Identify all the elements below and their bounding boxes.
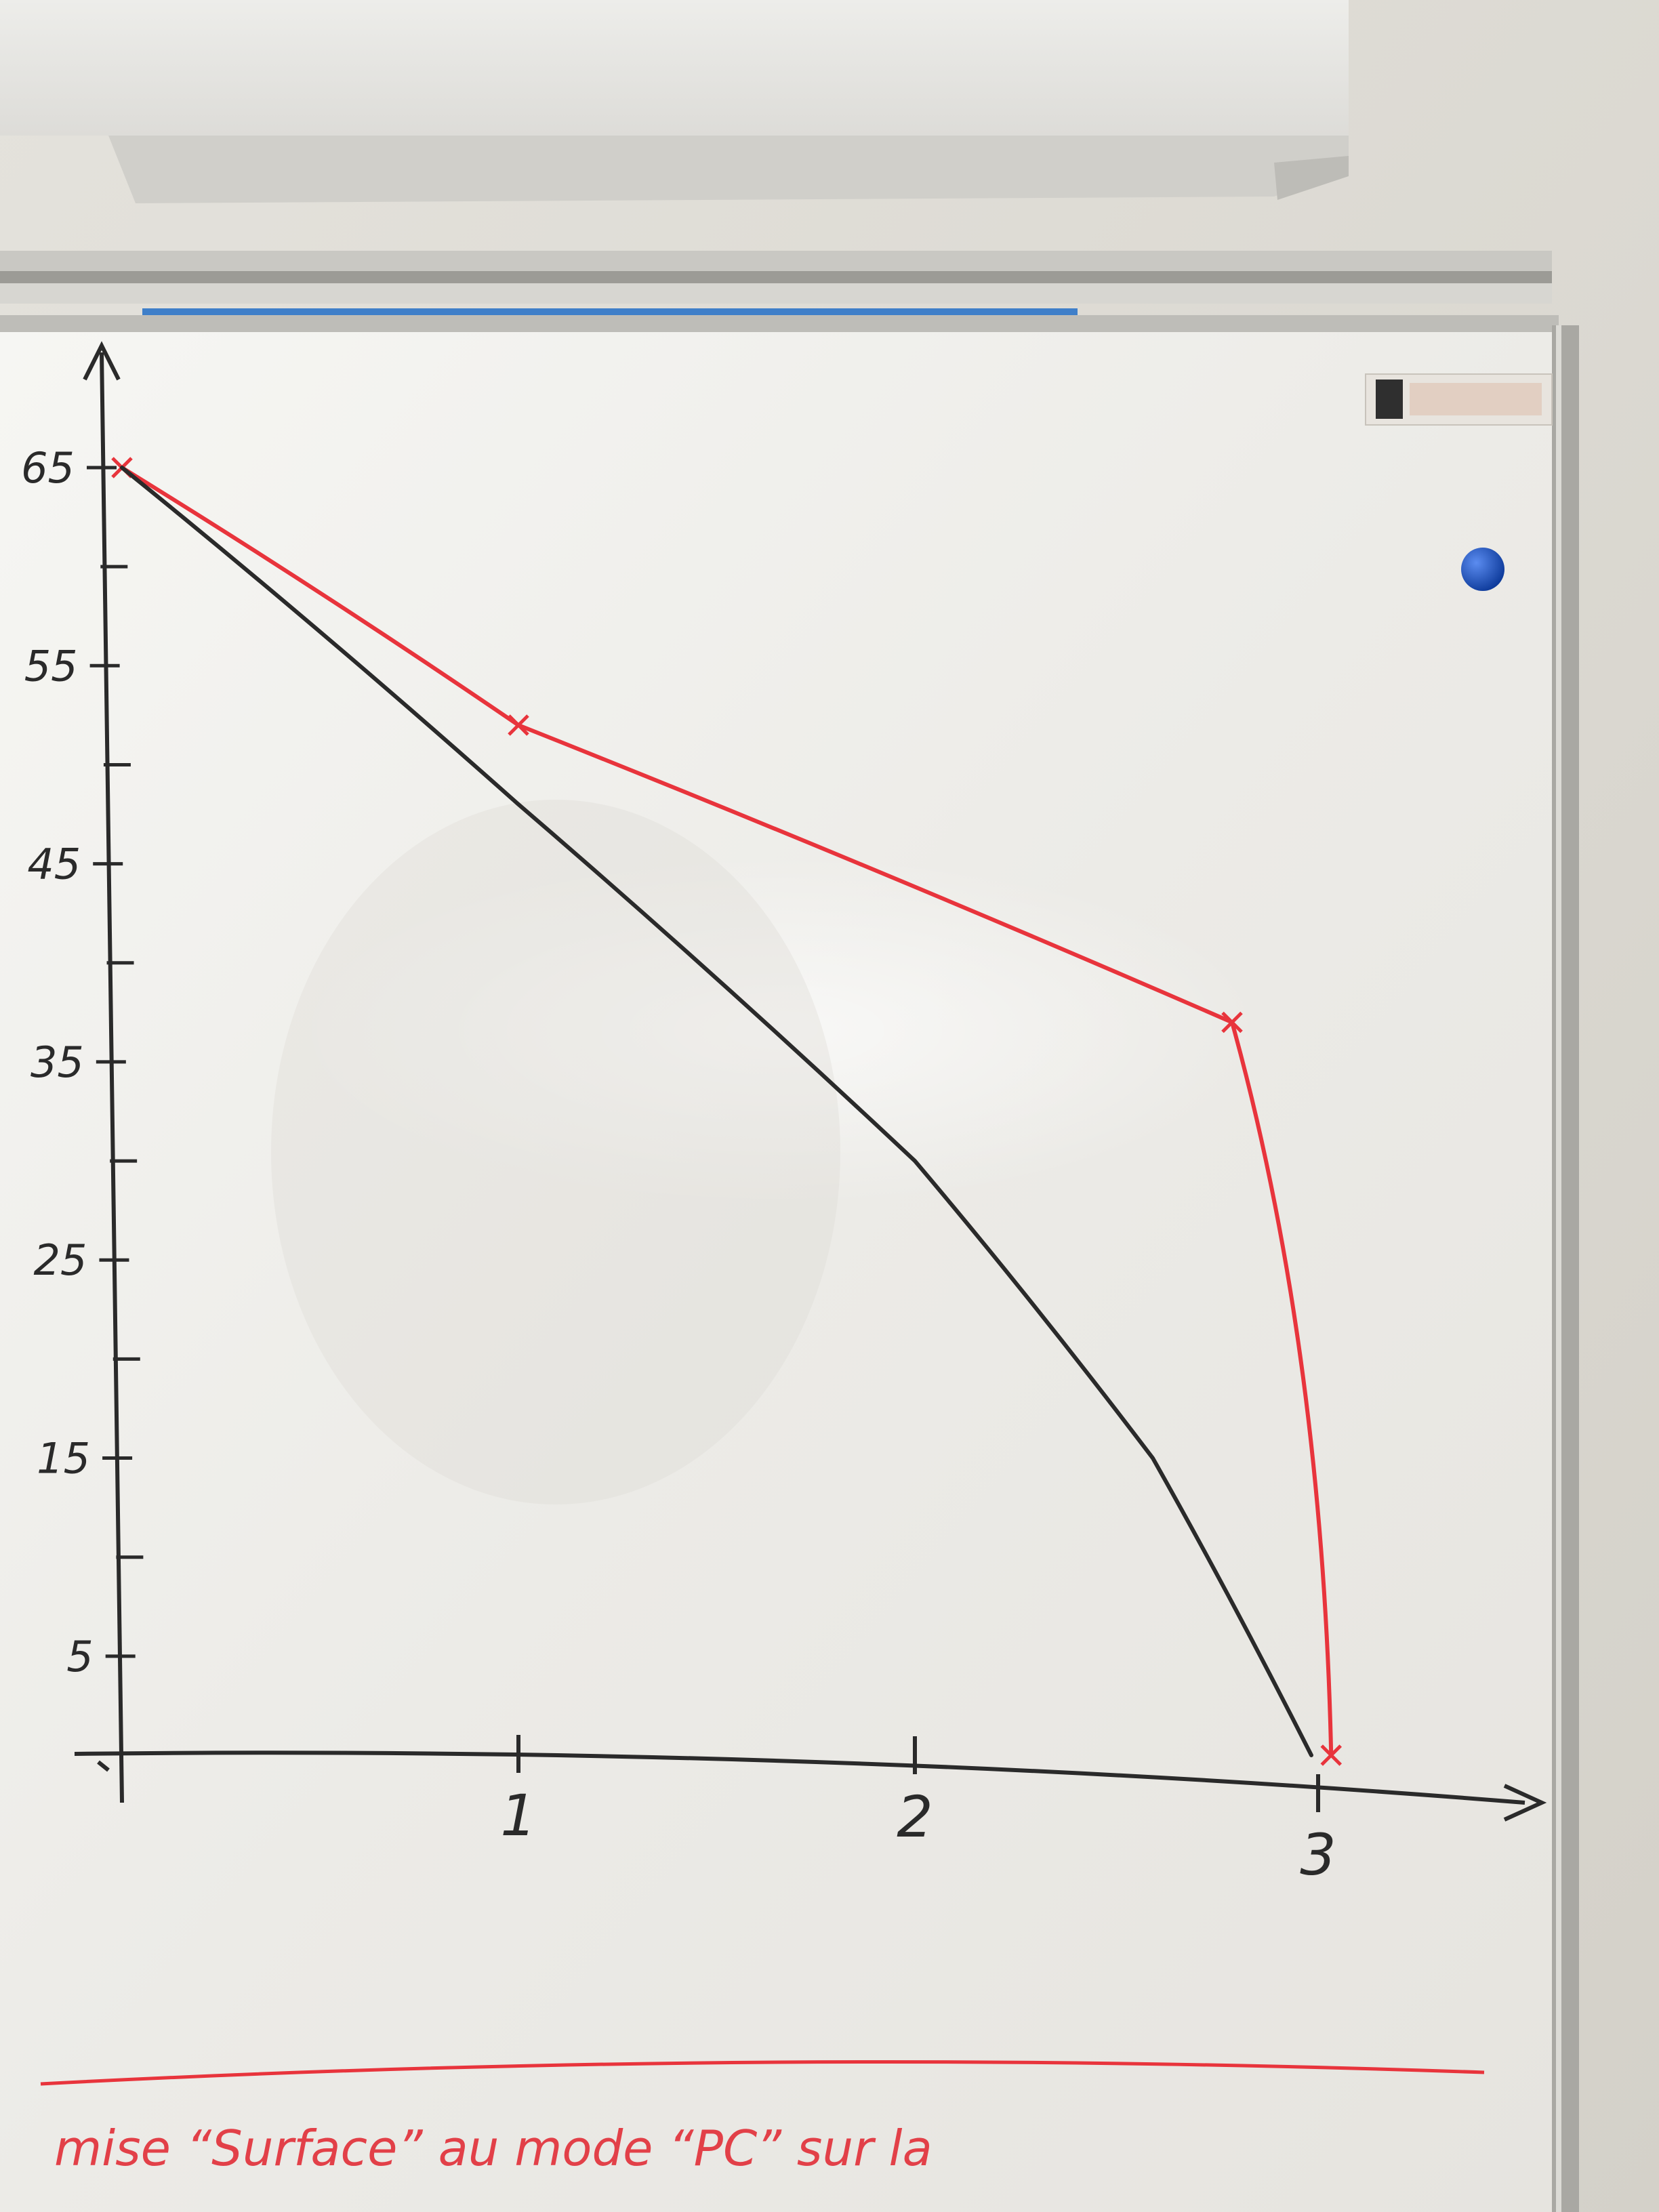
hand-drawn-chart: 65 55 45 35 25 15 5 1 2 3 [21,341,1547,1888]
blue-magnet [1461,548,1504,591]
x-tick-label: 1 [500,1782,536,1849]
chart-axes [74,341,1547,1822]
x-axis-line [74,1750,1525,1805]
y-axis-line [100,352,124,1803]
board-label-sticker [1365,373,1553,426]
y-tick-label: 45 [27,840,81,889]
x-axis-arrow [1503,1784,1547,1822]
y-tick-label: 5 [66,1632,93,1681]
y-tick-label: 25 [34,1235,87,1285]
handwritten-note: mise “Surface” au mode “PC” sur la [54,2120,933,2177]
red-series-point [1320,1744,1343,1766]
red-series-point [1221,1011,1243,1033]
red-series-point [508,714,529,736]
x-axis-ticks: 1 2 3 [500,1735,1336,1888]
origin-mark [97,1760,110,1772]
y-tick-label: 35 [30,1038,84,1087]
x-tick-label: 3 [1300,1822,1336,1888]
whiteboard [0,325,1579,2212]
y-axis-ticks: 65 55 45 35 25 15 5 [21,443,144,1772]
y-tick-label: 65 [21,443,75,493]
x-tick-label: 2 [897,1784,933,1850]
red-series-line [120,466,1334,1757]
y-tick-label: 15 [37,1434,90,1483]
y-tick-label: 55 [24,641,78,691]
red-divider-line [40,2060,1485,2086]
y-axis-arrow [83,341,121,381]
top-rail [0,251,1559,334]
chart-series [111,457,1343,1766]
black-series-line [120,466,1313,1757]
overhead-cabinet [0,0,1349,203]
